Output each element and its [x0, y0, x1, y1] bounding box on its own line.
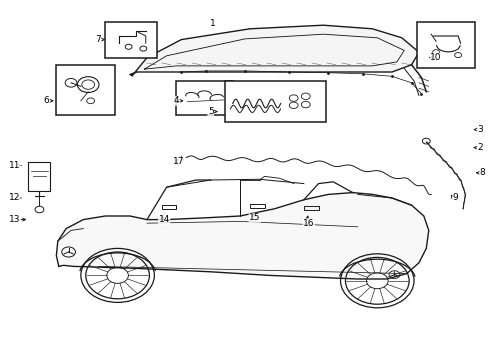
Text: 9: 9: [453, 194, 459, 202]
Text: 11: 11: [9, 161, 21, 170]
Text: 3: 3: [477, 125, 483, 134]
Polygon shape: [130, 25, 419, 76]
Text: 6: 6: [44, 96, 49, 105]
Text: 17: 17: [173, 157, 185, 166]
Text: 7: 7: [95, 35, 101, 44]
Bar: [162, 205, 176, 209]
Bar: [28, 162, 50, 191]
Text: 13: 13: [9, 215, 21, 224]
Bar: [176, 81, 233, 115]
Bar: [416, 22, 475, 68]
Text: 14: 14: [158, 215, 170, 224]
Text: 15: 15: [249, 213, 261, 222]
Bar: [250, 204, 265, 208]
Text: 16: 16: [303, 219, 315, 228]
Text: 12: 12: [9, 194, 21, 202]
Bar: [304, 206, 318, 210]
Polygon shape: [56, 193, 429, 279]
Text: 2: 2: [477, 143, 483, 152]
Text: 8: 8: [480, 168, 486, 177]
Text: 1: 1: [210, 19, 216, 28]
Bar: [225, 81, 326, 122]
Text: 4: 4: [173, 96, 179, 105]
Text: 10: 10: [430, 53, 442, 62]
Text: 5: 5: [208, 107, 214, 116]
Bar: [56, 65, 115, 115]
Bar: [105, 22, 157, 58]
